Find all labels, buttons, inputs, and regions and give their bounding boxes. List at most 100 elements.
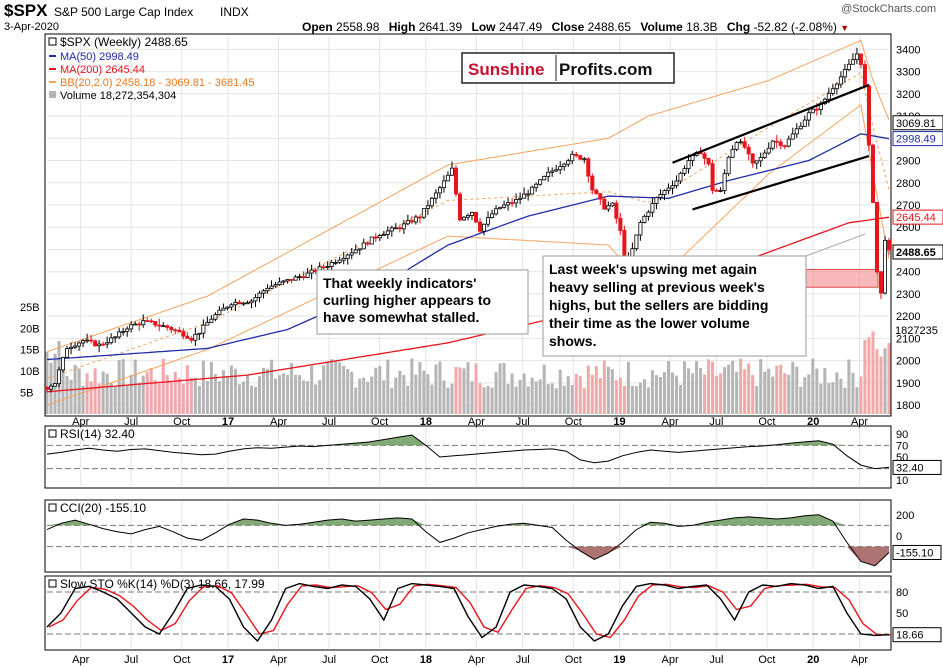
volume-bar [534,381,538,414]
volume-bar [494,372,498,414]
legend-icon-price [48,37,57,46]
annotation-left-line-3: have somewhat stalled. [323,309,479,325]
candle-body [702,153,707,159]
candle-body [666,187,671,192]
volume-bar [65,375,69,414]
candle-body [401,223,406,230]
legend-ma200: MA(200) 2645.44 [60,64,145,76]
volume-bar [462,368,466,414]
candle-body [662,190,667,195]
annotation-left-box [316,269,529,335]
volume-bar [811,358,815,414]
volume-bar [542,364,546,414]
volume-bar [606,366,610,414]
legend-volume-swatch [49,91,56,98]
annotation-right-box [542,255,807,357]
annotation-left: That weekly indicators' curling higher a… [316,269,529,335]
candle-body [514,199,519,204]
volume-bar [306,381,310,414]
candle-body [862,64,867,87]
volume-bar [221,370,225,414]
time-tick-label: 19 [613,416,625,428]
volume-bar [133,359,137,414]
legend-price: $SPX (Weekly) 2488.65 [60,35,188,49]
volume-bar [330,359,334,414]
volume-bar [755,386,759,414]
time-tick-label: Jul [516,654,530,666]
volume-bar [426,374,430,414]
volume-bar [370,376,374,414]
cci-line [46,514,890,567]
candle-body [590,175,595,191]
candle-body [141,320,146,326]
candle-body [389,227,394,232]
volume-bar [245,374,249,414]
candle-body [566,160,571,165]
time-tick-label: 18 [420,654,432,666]
candle-body [113,336,118,339]
candle-body [534,183,539,188]
time-tick-label: Apr [662,654,679,666]
volume-bar [454,367,458,414]
time-tick-label: Jul [709,416,723,428]
cci-value-tag [892,544,942,560]
volume-bar [366,381,370,414]
volume-bar [646,387,650,414]
candle-body [169,327,174,331]
volume-bar [594,366,598,414]
open-value: 2558.98 [336,20,380,34]
volume-bar [719,373,723,414]
time-tick-label: Oct [758,416,775,428]
candle-body [714,189,719,192]
candle-body [470,211,475,216]
time-tick-label: Oct [758,654,775,666]
cci-tick-label: 200 [896,510,914,522]
volume-bar [578,375,582,414]
volume-bar [205,381,209,414]
volume-bar [302,380,306,414]
volume-bar [847,359,851,414]
candle-body [433,192,438,199]
volume-bar [851,372,855,414]
volume-bar [502,362,506,414]
candle-body [762,152,767,158]
candle-body [646,211,651,217]
volume-bar [767,368,771,414]
volume-bar [446,387,450,414]
time-tick-label: Jul [709,654,723,666]
candle-body [850,59,855,65]
price-tick-label: 3400 [896,44,920,56]
volume-bar [787,374,791,414]
time-tick-label: Apr [851,416,868,428]
candle-body [97,343,102,347]
sto-title-icon [48,579,57,588]
candle-body [858,53,863,65]
volume-bar [354,387,358,414]
volume-bar [209,361,213,414]
candle-body [289,279,294,281]
price-value-tag [892,209,943,225]
volume-bar [779,364,783,414]
candle-body [754,160,759,164]
volume-bars: 25B 20B 15B 10B 5B [20,302,891,414]
volume-bar [807,374,811,414]
candle-body [682,168,687,174]
candle-body [161,325,166,328]
chg-label: Chg [726,20,751,34]
volume-bar [45,351,49,414]
candle-body [213,314,218,320]
volume-bar [783,373,787,414]
price-axis: 1800190020002100220023002400250026002700… [892,44,943,412]
close-value: 2488.65 [587,20,631,34]
volume-bar [213,374,217,414]
candle-body [77,342,82,347]
candle-body [866,85,871,146]
sto-panel-frame [44,575,892,651]
candle-body [237,301,242,305]
price-value-tag [892,244,943,260]
time-tick-label: Oct [565,654,582,666]
candle-body [281,280,286,283]
price-value-tag-text: 2488.65 [896,247,936,259]
volume-bar [274,378,278,414]
